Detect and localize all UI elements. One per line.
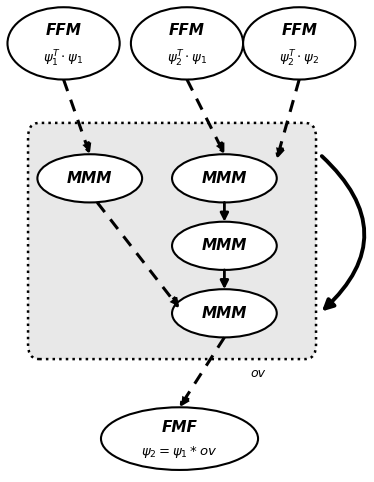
Text: FMF: FMF: [162, 420, 197, 435]
Ellipse shape: [131, 7, 243, 80]
Ellipse shape: [243, 7, 355, 80]
Text: FFM: FFM: [46, 23, 82, 38]
Text: $\psi_1^T \cdot \psi_1$: $\psi_1^T \cdot \psi_1$: [43, 49, 84, 69]
Text: MMM: MMM: [202, 171, 247, 186]
FancyBboxPatch shape: [28, 123, 316, 359]
Text: MMM: MMM: [67, 171, 113, 186]
Text: MMM: MMM: [202, 306, 247, 321]
Text: $\psi_2 = \psi_1 * ov$: $\psi_2 = \psi_1 * ov$: [141, 444, 218, 460]
Ellipse shape: [37, 154, 142, 202]
Text: FFM: FFM: [169, 23, 205, 38]
Text: $\psi_2^T \cdot \psi_2$: $\psi_2^T \cdot \psi_2$: [279, 49, 319, 69]
Ellipse shape: [7, 7, 120, 80]
Text: FFM: FFM: [281, 23, 317, 38]
Text: MMM: MMM: [202, 238, 247, 254]
Ellipse shape: [172, 289, 277, 337]
FancyArrowPatch shape: [322, 156, 364, 308]
Ellipse shape: [172, 222, 277, 270]
Text: ov: ov: [251, 367, 266, 380]
Ellipse shape: [172, 154, 277, 202]
Text: $\psi_2^T \cdot \psi_1$: $\psi_2^T \cdot \psi_1$: [167, 49, 207, 69]
Ellipse shape: [101, 407, 258, 470]
